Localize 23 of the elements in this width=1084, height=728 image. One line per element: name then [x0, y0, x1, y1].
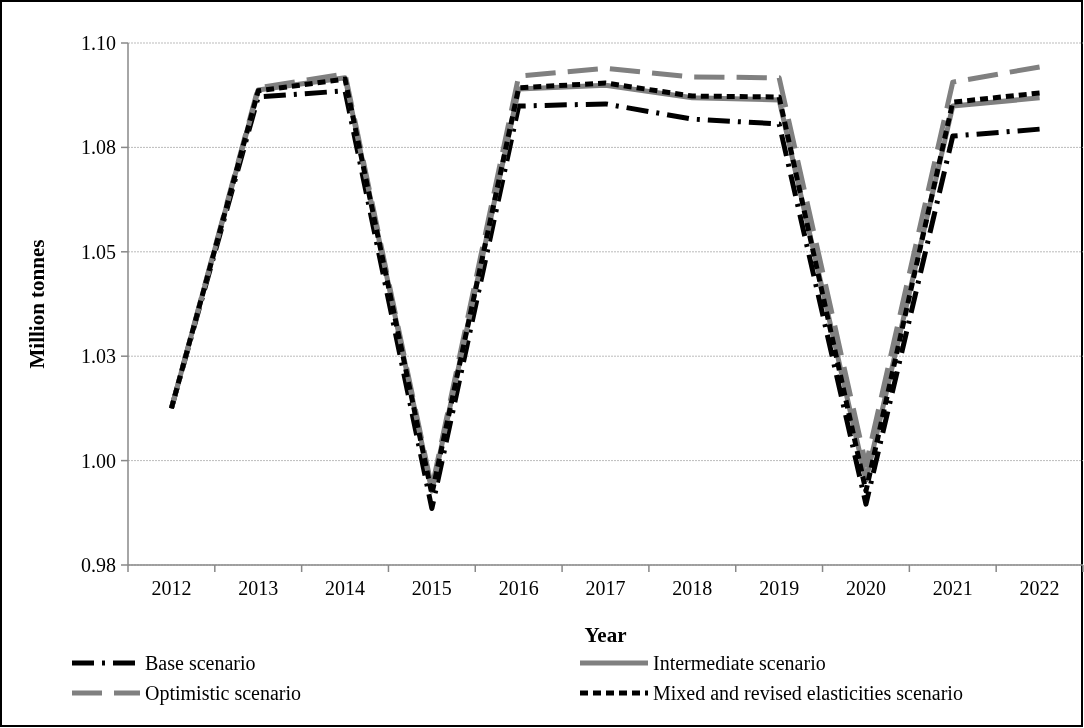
x-axis-title: Year	[584, 623, 627, 647]
y-tick-label: 1.00	[81, 449, 116, 472]
x-tick-label: 2022	[1019, 577, 1060, 599]
y-axis-title: Million tonnes	[25, 239, 49, 369]
x-tick-label: 2017	[585, 577, 626, 599]
y-tick-label: 1.08	[81, 136, 116, 159]
x-tick-label: 2020	[845, 577, 886, 599]
legend-label: Intermediate scenario	[653, 652, 826, 674]
x-tick-label: 2018	[672, 577, 713, 599]
y-tick-label: 1.05	[81, 240, 116, 263]
legend-label: Base scenario	[145, 652, 256, 674]
x-tick-label: 2016	[498, 577, 539, 599]
legend-label: Mixed and revised elasticities scenario	[653, 682, 963, 704]
x-tick-label: 2019	[759, 577, 800, 599]
x-tick-label: 2014	[325, 577, 366, 599]
x-tick-label: 2021	[932, 577, 973, 599]
x-tick-label: 2015	[411, 577, 452, 599]
x-tick-label: 2012	[151, 577, 192, 599]
y-tick-label: 1.03	[81, 345, 116, 368]
y-tick-label: 1.10	[81, 32, 116, 54]
legend-label: Optimistic scenario	[145, 682, 302, 705]
y-tick-label: 0.98	[81, 554, 116, 576]
x-tick-label: 2013	[238, 577, 279, 599]
